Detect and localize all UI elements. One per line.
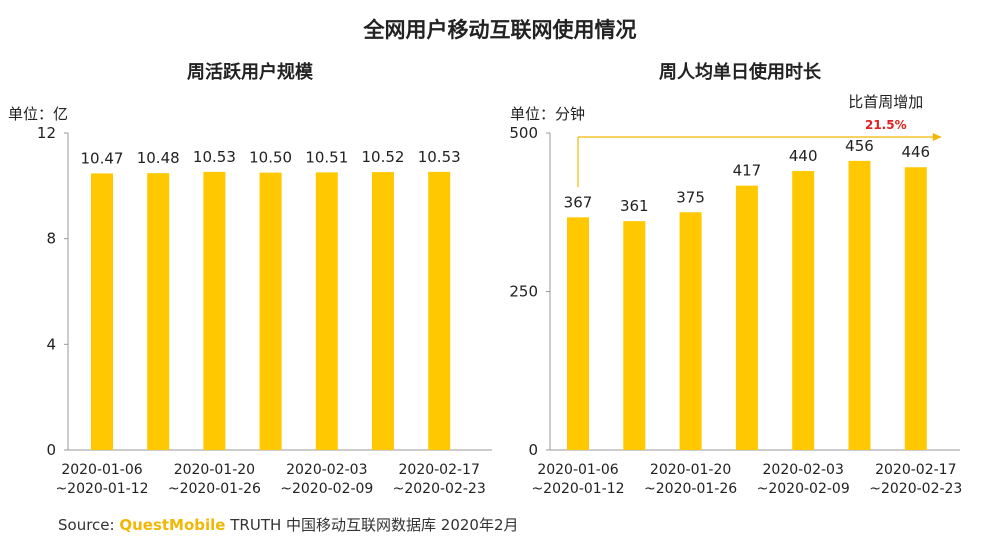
y-tick-label-right: 500 <box>509 124 538 142</box>
x-tick-label-right-0: ~2020-01-12 <box>531 481 624 497</box>
unit-label-left: 单位：亿 <box>8 105 69 123</box>
annotation-arrowhead <box>932 133 942 141</box>
x-tick-label-left-4: ~2020-02-09 <box>280 481 373 497</box>
x-tick-label-right-6: ~2020-02-23 <box>869 481 962 497</box>
bar-left-2 <box>203 171 226 450</box>
bar-left-3 <box>259 172 282 450</box>
x-tick-label-left-0: 2020-01-06 <box>61 462 142 478</box>
x-tick-label-left-4: 2020-02-03 <box>286 462 367 478</box>
x-tick-label-right-4: ~2020-02-09 <box>757 481 850 497</box>
x-tick-label-right-2: 2020-01-20 <box>650 462 731 478</box>
source-suffix: TRUTH 中国移动互联网数据库 2020年2月 <box>225 516 519 534</box>
source-prefix: Source: <box>58 516 120 534</box>
bar-left-4 <box>315 172 338 450</box>
bar-left-1 <box>147 173 170 451</box>
value-label-right-3: 417 <box>733 162 762 180</box>
y-tick-label-left: 12 <box>37 124 56 142</box>
value-label-right-1: 361 <box>620 197 649 215</box>
x-tick-label-right-4: 2020-02-03 <box>763 462 844 478</box>
x-tick-label-right-2: ~2020-01-26 <box>644 481 737 497</box>
chart-title-weekly-active-users: 周活跃用户规模 <box>187 62 313 83</box>
value-label-right-0: 367 <box>564 193 593 211</box>
source-note: Source: QuestMobile TRUTH 中国移动互联网数据库 202… <box>58 514 519 535</box>
bar-right-5 <box>848 160 871 450</box>
bar-right-3 <box>735 185 758 450</box>
x-tick-label-right-0: 2020-01-06 <box>537 462 618 478</box>
value-label-left-5: 10.52 <box>362 148 405 166</box>
value-label-right-6: 446 <box>901 143 930 161</box>
value-label-left-4: 10.51 <box>305 148 348 166</box>
y-tick-label-left: 8 <box>46 230 56 248</box>
bar-left-5 <box>372 172 394 450</box>
value-label-left-2: 10.53 <box>193 148 236 166</box>
chart-title-daily-usage-time: 周人均单日使用时长 <box>659 62 821 83</box>
unit-label-right: 单位：分钟 <box>510 105 586 123</box>
page-title: 全网用户移动互联网使用情况 <box>363 18 637 42</box>
x-tick-label-left-6: 2020-02-17 <box>399 462 480 478</box>
bar-right-6 <box>904 167 927 450</box>
x-tick-label-left-0: ~2020-01-12 <box>55 481 148 497</box>
bar-left-0 <box>91 173 113 451</box>
annotation-label: 比首周增加 <box>848 93 923 111</box>
y-tick-label-left: 4 <box>46 335 56 353</box>
value-label-left-3: 10.50 <box>249 149 292 167</box>
bar-right-4 <box>792 171 815 451</box>
y-tick-label-right: 0 <box>528 441 538 459</box>
value-label-left-1: 10.48 <box>137 149 180 167</box>
x-tick-label-left-6: ~2020-02-23 <box>393 481 486 497</box>
y-tick-label-right: 250 <box>509 283 538 301</box>
value-label-left-0: 10.47 <box>81 149 124 167</box>
bar-left-6 <box>428 171 451 450</box>
bar-right-1 <box>623 221 646 450</box>
bar-right-0 <box>567 217 589 450</box>
value-label-right-4: 440 <box>789 147 818 165</box>
value-label-right-5: 456 <box>845 137 874 155</box>
x-tick-label-left-2: ~2020-01-26 <box>168 481 261 497</box>
x-tick-label-left-2: 2020-01-20 <box>174 462 255 478</box>
source-brand: QuestMobile <box>119 516 226 534</box>
y-tick-label-left: 0 <box>46 441 56 459</box>
annotation-value: 21.5% <box>865 118 907 132</box>
bar-right-2 <box>679 212 702 450</box>
value-label-right-2: 375 <box>676 188 705 206</box>
x-tick-label-right-6: 2020-02-17 <box>875 462 956 478</box>
value-label-left-6: 10.53 <box>418 148 461 166</box>
